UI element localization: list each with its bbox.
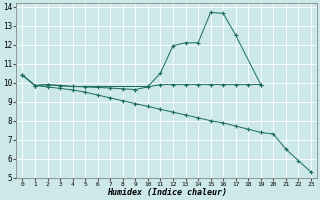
X-axis label: Humidex (Indice chaleur): Humidex (Indice chaleur) xyxy=(107,188,227,197)
